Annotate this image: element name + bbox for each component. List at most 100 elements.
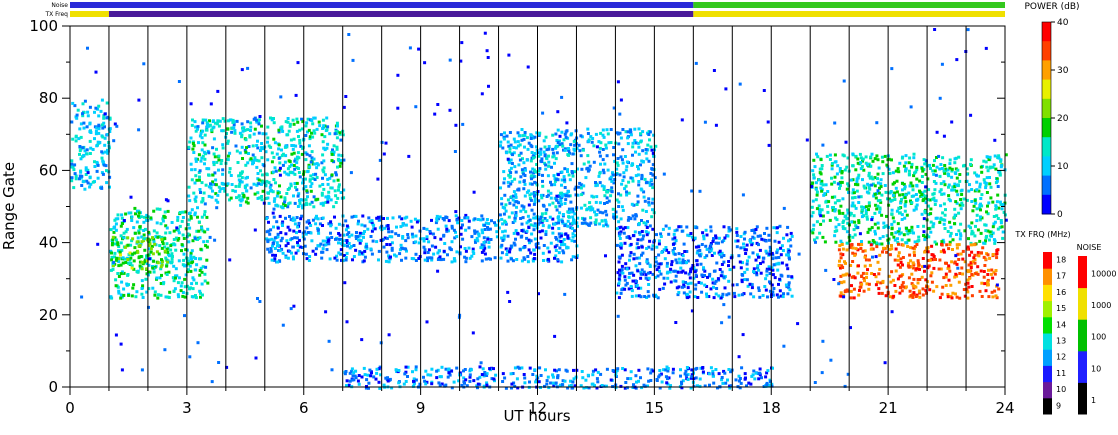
echo-pixel [649,379,653,382]
echo-pixel [656,296,660,300]
echo-pixel [532,212,536,216]
echo-pixel [525,190,529,194]
echo-pixel [112,260,116,264]
echo-pixel [252,132,256,136]
echo-pixel [499,245,503,249]
echo-pixel [941,156,945,160]
echo-pixel [714,241,718,245]
echo-pixel [639,376,642,380]
echo-pixel [412,382,416,386]
echo-pixel [944,272,948,276]
echo-pixel [351,374,355,378]
echo-pixel [616,163,620,167]
echo-pixel [901,256,905,259]
echo-pixel [132,226,136,230]
echo-pixel [283,160,287,164]
echo-pixel [367,216,371,220]
echo-pixel [312,195,316,199]
echo-pixel [111,264,115,268]
echo-pixel [833,160,837,164]
echo-pixel [337,153,341,157]
echo-pixel [240,145,244,149]
echo-pixel [169,244,173,248]
echo-pixel [701,370,705,374]
echo-pixel [514,200,518,204]
echo-pixel [172,238,176,241]
echo-pixel [571,380,575,384]
echo-pixel [540,157,544,161]
echo-pixel [573,212,577,216]
echo-pixel [140,235,144,239]
echo-pixel [202,191,206,195]
echo-pixel [874,196,878,200]
echo-pixel [439,237,443,241]
echo-pixel [152,259,156,263]
echo-pixel [278,249,282,253]
echo-pixel [238,174,242,177]
echo-pixel [352,255,356,258]
echo-pixel [197,171,201,174]
echo-pixel [284,255,288,259]
echo-pixel [856,176,860,180]
echo-pixel [88,185,92,189]
echo-pixel [390,235,394,239]
echo-pixel [332,160,336,164]
echo-pixel [912,156,916,160]
echo-pixel [947,264,951,268]
echo-pixel [965,287,969,291]
echo-pixel [911,295,915,299]
echo-pixel [865,215,869,219]
echo-pixel [355,231,358,234]
echo-pixel [961,249,965,253]
echo-pixel [314,222,318,226]
echo-pixel [840,264,844,268]
echo-pixel [771,290,775,294]
echo-pixel [907,161,911,165]
echo-pixel [694,283,698,287]
echo-pixel [122,231,126,235]
echo-pixel [189,269,193,273]
echo-pixel [687,272,691,276]
txfreq-status-bar [70,11,1005,17]
echo-pixel [681,258,685,262]
echo-pixel [442,218,446,222]
echo-pixel [70,162,74,166]
echo-pixel [347,231,351,235]
echo-pixel [472,379,476,383]
echo-pixel [639,272,643,276]
echo-pixel [295,129,299,133]
echo-pixel [726,234,730,238]
echo-pixel [312,173,315,177]
echo-pixel [343,372,347,376]
echo-pixel [663,282,667,286]
echo-pixel [426,259,429,263]
echo-pixel [951,238,955,242]
echo-pixel [221,117,225,121]
echo-pixel [639,286,643,290]
echo-pixel [286,205,290,209]
echo-pixel [133,231,137,235]
echo-pixel [851,164,855,168]
echo-pixel [304,177,307,181]
echo-pixel [583,203,587,207]
echo-pixel [923,269,926,273]
echo-pixel [563,202,567,205]
echo-pixel [278,184,281,188]
echo-pixel [775,250,779,254]
echo-pixel [729,256,733,260]
echo-pixel [596,370,600,374]
echo-pixel [606,168,610,172]
echo-pixel [481,231,485,235]
echo-pixel [516,386,520,390]
echo-pixel [833,209,837,213]
echo-pixel [864,212,868,215]
echo-pixel [589,205,593,209]
echo-pixel [594,368,598,372]
echo-pixel [898,227,901,231]
echo-pixel [288,124,292,128]
echo-pixel [460,41,464,45]
echo-pixel [873,184,877,188]
echo-pixel [632,252,636,256]
echo-pixel [588,201,592,205]
echo-pixel [868,164,872,168]
